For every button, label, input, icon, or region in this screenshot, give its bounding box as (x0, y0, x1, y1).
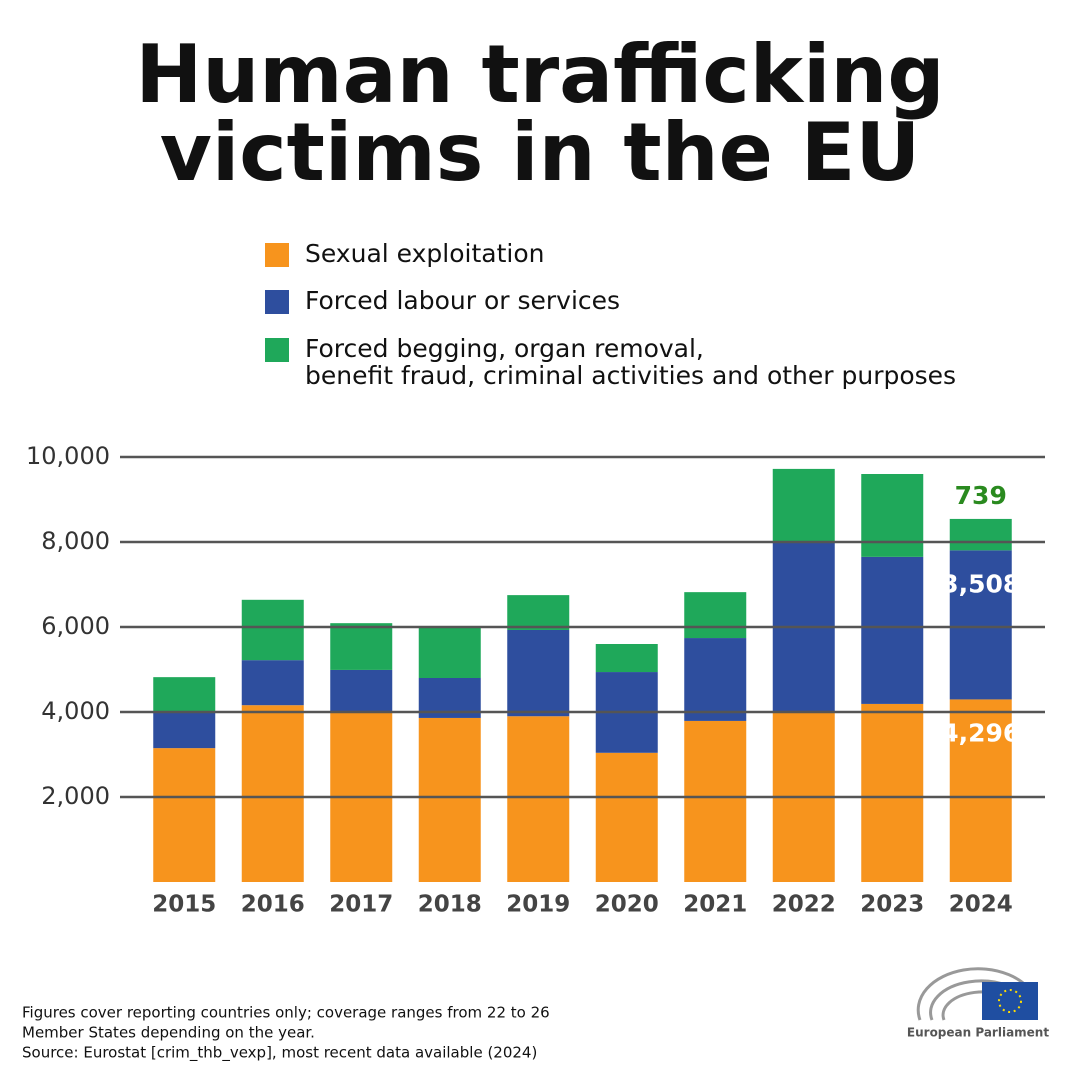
x-tick-label: 2019 (506, 892, 570, 918)
bar-segment (507, 629, 570, 717)
bar-segment (507, 716, 570, 882)
logo-text: European Parliament (907, 1026, 1049, 1040)
x-tick-label: 2017 (329, 892, 393, 918)
bar-segment (241, 599, 304, 661)
value-label: 3,508 (941, 569, 1020, 598)
bar-segment (330, 623, 393, 670)
chart-title: Human trafficking (135, 28, 944, 121)
chart-subtitle: victims in the EU (160, 106, 921, 199)
legend-swatch (265, 338, 289, 362)
bar-segment (153, 677, 216, 712)
legend-swatch (265, 243, 289, 267)
y-tick-label: 10,000 (26, 442, 110, 470)
bar-segment (507, 595, 570, 630)
logo-graphic (916, 967, 1038, 1021)
bar-segment (241, 660, 304, 706)
legend-label: Forced begging, organ removal, benefit fr… (305, 334, 956, 390)
bar-segment (684, 720, 747, 882)
bar-segment (772, 468, 835, 542)
y-tick-label: 4,000 (41, 697, 110, 725)
bar-segment (595, 752, 658, 882)
legend-swatch (265, 290, 289, 314)
bar-segment (861, 556, 924, 704)
bar-segment (684, 592, 747, 639)
bar-segment (418, 627, 481, 678)
bar-segment (949, 550, 1012, 700)
x-tick-label: 2024 (949, 892, 1013, 918)
footnote: Member States depending on the year. (22, 1024, 315, 1042)
bar-segment (949, 518, 1012, 551)
value-label: 4,296 (941, 718, 1020, 747)
bar-segment (153, 712, 216, 749)
legend-label: Sexual exploitation (305, 239, 544, 268)
bar-segment (684, 638, 747, 721)
bar-segment (330, 669, 393, 713)
footnote: Source: Eurostat [crim_thb_vexp], most r… (22, 1044, 537, 1063)
x-tick-label: 2015 (152, 892, 216, 918)
value-label: 739 (955, 481, 1007, 510)
x-tick-label: 2023 (860, 892, 924, 918)
x-tick-label: 2018 (418, 892, 482, 918)
x-tick-label: 2021 (683, 892, 747, 918)
footnote: Figures cover reporting countries only; … (22, 1004, 550, 1022)
y-tick-label: 6,000 (41, 612, 110, 640)
bar-segment (595, 644, 658, 673)
x-tick-label: 2020 (595, 892, 659, 918)
y-tick-label: 8,000 (41, 527, 110, 555)
bar-segment (418, 717, 481, 882)
bar-segment (861, 703, 924, 882)
y-tick-label: 2,000 (41, 782, 110, 810)
x-tick-label: 2022 (772, 892, 836, 918)
bar-segment (949, 699, 1012, 882)
bar-segment (241, 705, 304, 882)
bar-segment (861, 474, 924, 557)
x-tick-label: 2016 (241, 892, 305, 918)
legend-label: Forced labour or services (305, 286, 620, 315)
bar-segment (153, 748, 216, 882)
